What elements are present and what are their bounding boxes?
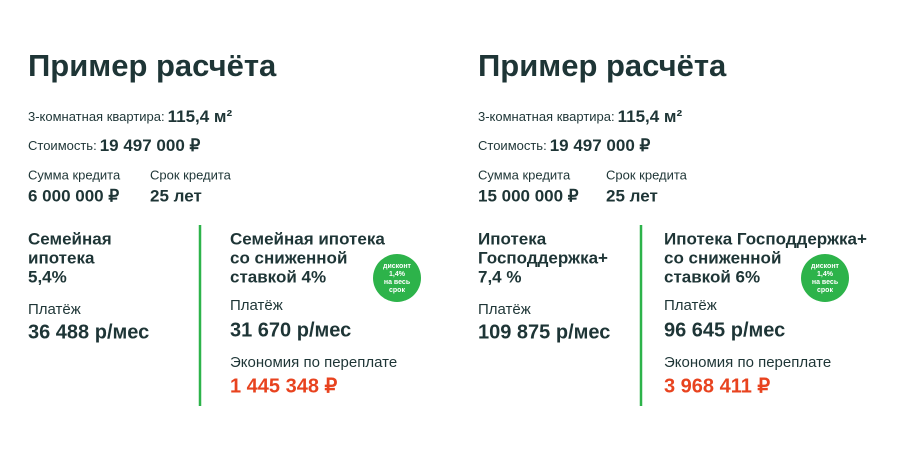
badge-text: 1,4% — [389, 271, 406, 278]
base-title: Семейная — [28, 229, 112, 248]
badge-text: 1,4% — [817, 271, 834, 278]
term-label: Срок кредита — [606, 167, 688, 182]
panel-title: Пример расчёта — [478, 48, 727, 83]
payment-label: Платёж — [664, 297, 717, 314]
term-value: 25 лет — [150, 186, 202, 205]
loan-label: Сумма кредита — [28, 167, 121, 182]
term-value: 25 лет — [606, 186, 658, 205]
info-line: 3-комнатная квартира: 115,4 м² — [28, 107, 233, 126]
value: 19 497 000 ₽ — [550, 136, 651, 155]
base-title: ипотека — [28, 248, 95, 267]
discount-title: со сниженной — [230, 248, 347, 267]
discount-title: Ипотека Господдержка+ — [664, 229, 867, 248]
label: Стоимость: — [478, 138, 547, 153]
badge-text: срок — [817, 287, 833, 294]
payment-label: Платёж — [28, 301, 81, 318]
value: 19 497 000 ₽ — [100, 136, 201, 155]
payment-value: 109 875 р/мес — [478, 321, 610, 343]
payment-value: 36 488 р/мес — [28, 321, 149, 343]
value: 115,4 м² — [168, 107, 233, 126]
term-label: Срок кредита — [150, 167, 232, 182]
loan-value: 15 000 000 ₽ — [478, 186, 579, 205]
savings-label: Экономия по переплате — [230, 354, 397, 371]
info-line: 3-комнатная квартира: 115,4 м² — [478, 107, 683, 126]
payment-value: 31 670 р/мес — [230, 319, 351, 341]
badge-text: дисконт — [811, 263, 840, 270]
discount-badge — [801, 254, 849, 302]
info-line: Стоимость: 19 497 000 ₽ — [28, 136, 201, 155]
panel-title: Пример расчёта — [28, 48, 277, 83]
savings-value: 1 445 348 ₽ — [230, 375, 338, 397]
value: 115,4 м² — [618, 107, 683, 126]
info-line: Стоимость: 19 497 000 ₽ — [478, 136, 651, 155]
discount-title: ставкой 6% — [664, 267, 760, 286]
loan-label: Сумма кредита — [478, 167, 571, 182]
badge-text: срок — [389, 287, 405, 294]
label: 3-комнатная квартира: — [478, 109, 615, 124]
label: Стоимость: — [28, 138, 97, 153]
savings-value: 3 968 411 ₽ — [664, 375, 770, 397]
base-title: Господдержка+ — [478, 248, 608, 267]
base-title: 5,4% — [28, 267, 67, 286]
payment-value: 96 645 р/мес — [664, 319, 785, 341]
loan-value: 6 000 000 ₽ — [28, 186, 119, 205]
base-title: Ипотека — [478, 229, 547, 248]
payment-label: Платёж — [478, 301, 531, 318]
badge-text: на весь — [812, 279, 839, 286]
discount-title: Семейная ипотека — [230, 229, 385, 248]
base-title: 7,4 % — [478, 267, 521, 286]
savings-label: Экономия по переплате — [664, 354, 831, 371]
badge-text: на весь — [384, 279, 411, 286]
payment-label: Платёж — [230, 297, 283, 314]
badge-text: дисконт — [383, 263, 412, 270]
label: 3-комнатная квартира: — [28, 109, 165, 124]
discount-title: ставкой 4% — [230, 267, 326, 286]
discount-badge — [373, 254, 421, 302]
discount-title: со сниженной — [664, 248, 781, 267]
